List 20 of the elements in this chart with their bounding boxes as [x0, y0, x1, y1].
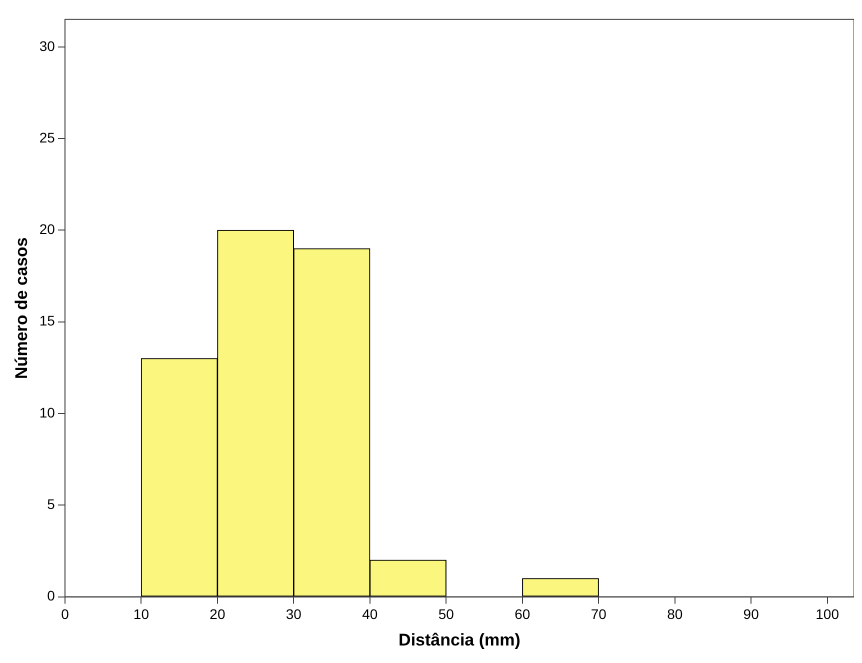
x-tick-label: 60	[514, 606, 530, 622]
x-tick-label: 10	[133, 606, 150, 622]
x-tick-label: 0	[61, 606, 70, 622]
y-tick-label: 5	[47, 496, 56, 512]
y-tick-label: 20	[39, 221, 56, 238]
y-tick-label: 10	[39, 404, 56, 420]
x-axis-title: Distância (mm)	[398, 630, 520, 650]
y-tick-label: 25	[39, 129, 56, 146]
x-tick-label: 80	[667, 606, 683, 622]
y-axis-title: Número de casos	[12, 237, 31, 379]
x-tick-label: 30	[286, 606, 302, 622]
y-tick-label: 15	[39, 312, 56, 329]
y-tick-label: 30	[39, 38, 56, 54]
x-tick-label: 50	[438, 606, 454, 622]
x-tick-label: 100	[816, 606, 840, 622]
y-tick-label: 0	[47, 588, 56, 604]
x-tick-label: 90	[743, 606, 760, 622]
x-tick-label: 70	[590, 606, 607, 622]
x-tick-label: 20	[210, 606, 226, 622]
x-tick-label: 40	[362, 606, 378, 622]
